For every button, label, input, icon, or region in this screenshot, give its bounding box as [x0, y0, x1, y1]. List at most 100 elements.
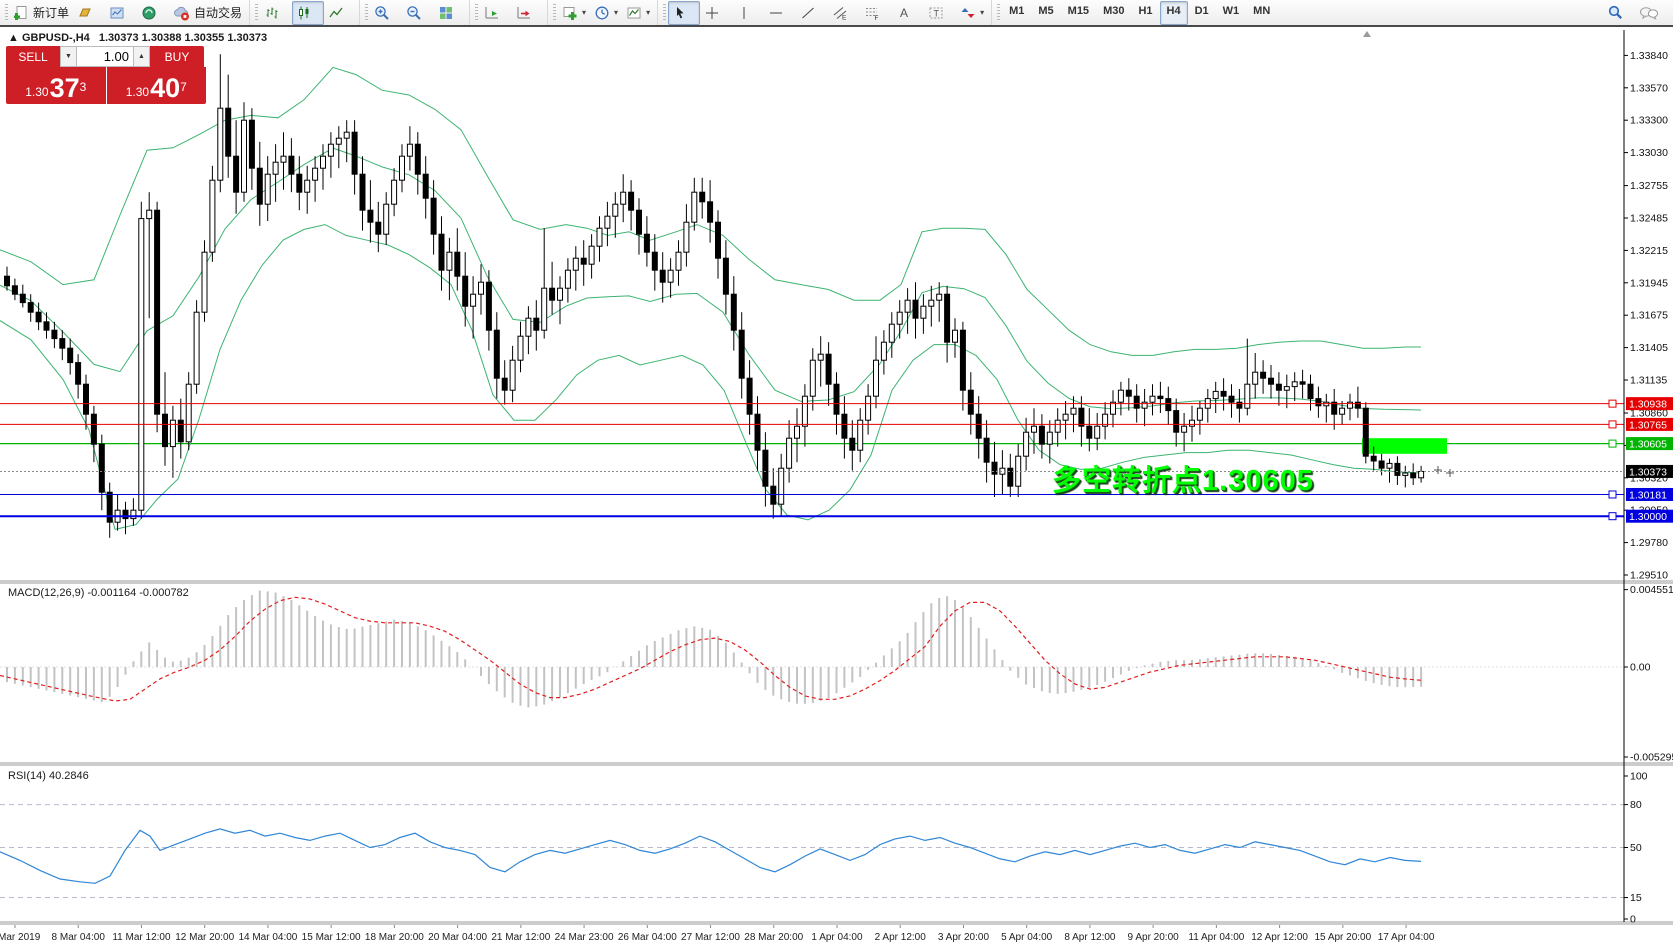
- highlight-rectangle[interactable]: [1362, 438, 1447, 454]
- svg-text:1.30860: 1.30860: [1630, 408, 1668, 420]
- new-order-icon: [14, 5, 27, 20]
- candle-body: [138, 218, 145, 511]
- horizontal-line-tool-button[interactable]: [764, 1, 796, 25]
- channel-tool-button[interactable]: E: [828, 1, 860, 25]
- timeframe-button-m30[interactable]: M30: [1103, 4, 1125, 17]
- autotrading-button[interactable]: 自动交易: [169, 1, 246, 25]
- volume-up-button[interactable]: ▲: [133, 46, 150, 67]
- candle-body: [225, 107, 232, 157]
- volume-down-button[interactable]: ▼: [60, 46, 77, 67]
- candle-body: [1165, 398, 1172, 412]
- search-button[interactable]: [1603, 1, 1635, 25]
- tile-windows-button[interactable]: [434, 1, 466, 25]
- candle-body: [580, 257, 587, 265]
- toolbar-grip[interactable]: [475, 3, 479, 22]
- candle-body: [1386, 462, 1393, 469]
- zoom-in-button[interactable]: [370, 1, 402, 25]
- chart-shift-button[interactable]: [512, 1, 544, 25]
- candle-body: [454, 251, 461, 277]
- timeframe-button-m5[interactable]: M5: [1038, 4, 1054, 17]
- sell-button[interactable]: SELL: [6, 46, 60, 67]
- svg-text:1.31945: 1.31945: [1630, 277, 1668, 289]
- timeframe-button-m15[interactable]: M15: [1067, 4, 1090, 17]
- toolbar-grip[interactable]: [5, 3, 8, 22]
- fibonacci-tool-button[interactable]: F: [860, 1, 892, 25]
- profile-button[interactable]: [73, 1, 105, 25]
- collapse-panel-icon[interactable]: ▲: [8, 32, 19, 44]
- svg-text:15: 15: [1630, 892, 1642, 904]
- trendline-tool-button[interactable]: [796, 1, 828, 25]
- new-chart-button[interactable]: ▾: [558, 1, 590, 25]
- chart-annotation-text[interactable]: 多空转折点1.30605: [1052, 465, 1314, 497]
- candle-body: [1299, 381, 1306, 385]
- svg-text:1.31135: 1.31135: [1630, 375, 1667, 387]
- candlestick-chart-button[interactable]: [292, 0, 325, 25]
- candle-body: [169, 419, 176, 448]
- candle-body: [154, 209, 161, 415]
- chat-button[interactable]: [1635, 1, 1667, 25]
- svg-text:1.32755: 1.32755: [1630, 180, 1668, 192]
- text-label-icon: T: [929, 7, 943, 18]
- line-chart-button[interactable]: [324, 1, 356, 25]
- toolbar-grip[interactable]: [553, 3, 557, 22]
- timeframe-button-m1[interactable]: M1: [1009, 4, 1025, 17]
- toolbar-grip[interactable]: [663, 3, 667, 22]
- candle-body: [1252, 371, 1259, 385]
- candle-body: [643, 233, 650, 253]
- zoom-out-button[interactable]: [402, 1, 434, 25]
- svg-text:5 Mar 2019: 5 Mar 2019: [0, 932, 41, 943]
- svg-text:1.30938: 1.30938: [1629, 399, 1667, 411]
- buy-button[interactable]: BUY: [150, 46, 204, 67]
- time-axis[interactable]: 5 Mar 2019 8 Mar 04:00 11 Mar 12:00 12 Mar …: [0, 925, 1435, 943]
- text-tool-button[interactable]: A: [892, 1, 924, 25]
- equidistant-channel-icon: E: [833, 6, 847, 21]
- svg-text:1 Apr 04:00: 1 Apr 04:00: [811, 932, 863, 943]
- auto-scroll-icon: [485, 6, 499, 18]
- new-order-button[interactable]: 新订单: [10, 1, 73, 25]
- candle-body: [873, 359, 879, 397]
- arrows-tool-button[interactable]: ▾: [956, 1, 988, 25]
- buy-price-small: 1.30: [125, 85, 150, 99]
- crosshair-tool-button[interactable]: [700, 1, 732, 25]
- auto-scroll-button[interactable]: [480, 1, 512, 25]
- toolbar-grip[interactable]: [997, 3, 1001, 22]
- candle-body: [185, 383, 192, 443]
- horizontal-line-icon: [770, 12, 783, 13]
- volume-input[interactable]: [77, 46, 133, 67]
- price-tag: [1626, 464, 1673, 478]
- templates-button[interactable]: ▾: [622, 1, 654, 25]
- price-tag: [1626, 417, 1673, 431]
- candle-body: [98, 443, 105, 493]
- chat-icon: [1640, 6, 1659, 20]
- cursor-tool-button[interactable]: [668, 0, 701, 25]
- svg-text:8 Apr 12:00: 8 Apr 12:00: [1064, 932, 1116, 943]
- text-label-tool-button[interactable]: T: [924, 1, 956, 25]
- timeframe-button-h4[interactable]: H4: [1159, 0, 1188, 25]
- timeframe-button-mn[interactable]: MN: [1253, 4, 1271, 17]
- charts-window-button[interactable]: [105, 1, 137, 25]
- toolbar-grip[interactable]: [255, 3, 259, 22]
- svg-text:0.004551: 0.004551: [1630, 584, 1673, 596]
- timeframe-button-d1[interactable]: D1: [1194, 4, 1209, 17]
- candle-body: [1062, 413, 1069, 421]
- candle-body: [485, 281, 492, 331]
- timeframe-button-w1[interactable]: W1: [1222, 4, 1240, 17]
- candle-body: [959, 329, 966, 391]
- candle-body: [659, 269, 666, 283]
- sell-price[interactable]: 1.30 37 3: [6, 67, 106, 104]
- buy-price[interactable]: 1.30 40 7: [106, 67, 206, 104]
- candle-body: [991, 461, 998, 475]
- timeframe-button-h1[interactable]: H1: [1138, 4, 1153, 17]
- candle-body: [1402, 472, 1409, 476]
- community-button[interactable]: [137, 1, 169, 25]
- sell-price-big: 37: [49, 73, 80, 103]
- toolbar-grip[interactable]: [365, 3, 369, 22]
- vertical-line-tool-button[interactable]: [732, 1, 764, 25]
- candle-body: [1307, 383, 1314, 400]
- price-axis[interactable]: 1.33840 1.33570 1.33300 1.33030 1.32755 1.324…: [1623, 30, 1673, 926]
- line-chart-icon: [329, 7, 343, 17]
- svg-text:18 Mar 20:00: 18 Mar 20:00: [365, 932, 424, 943]
- bar-chart-button[interactable]: [260, 1, 292, 25]
- periods-button[interactable]: ▾: [590, 1, 622, 25]
